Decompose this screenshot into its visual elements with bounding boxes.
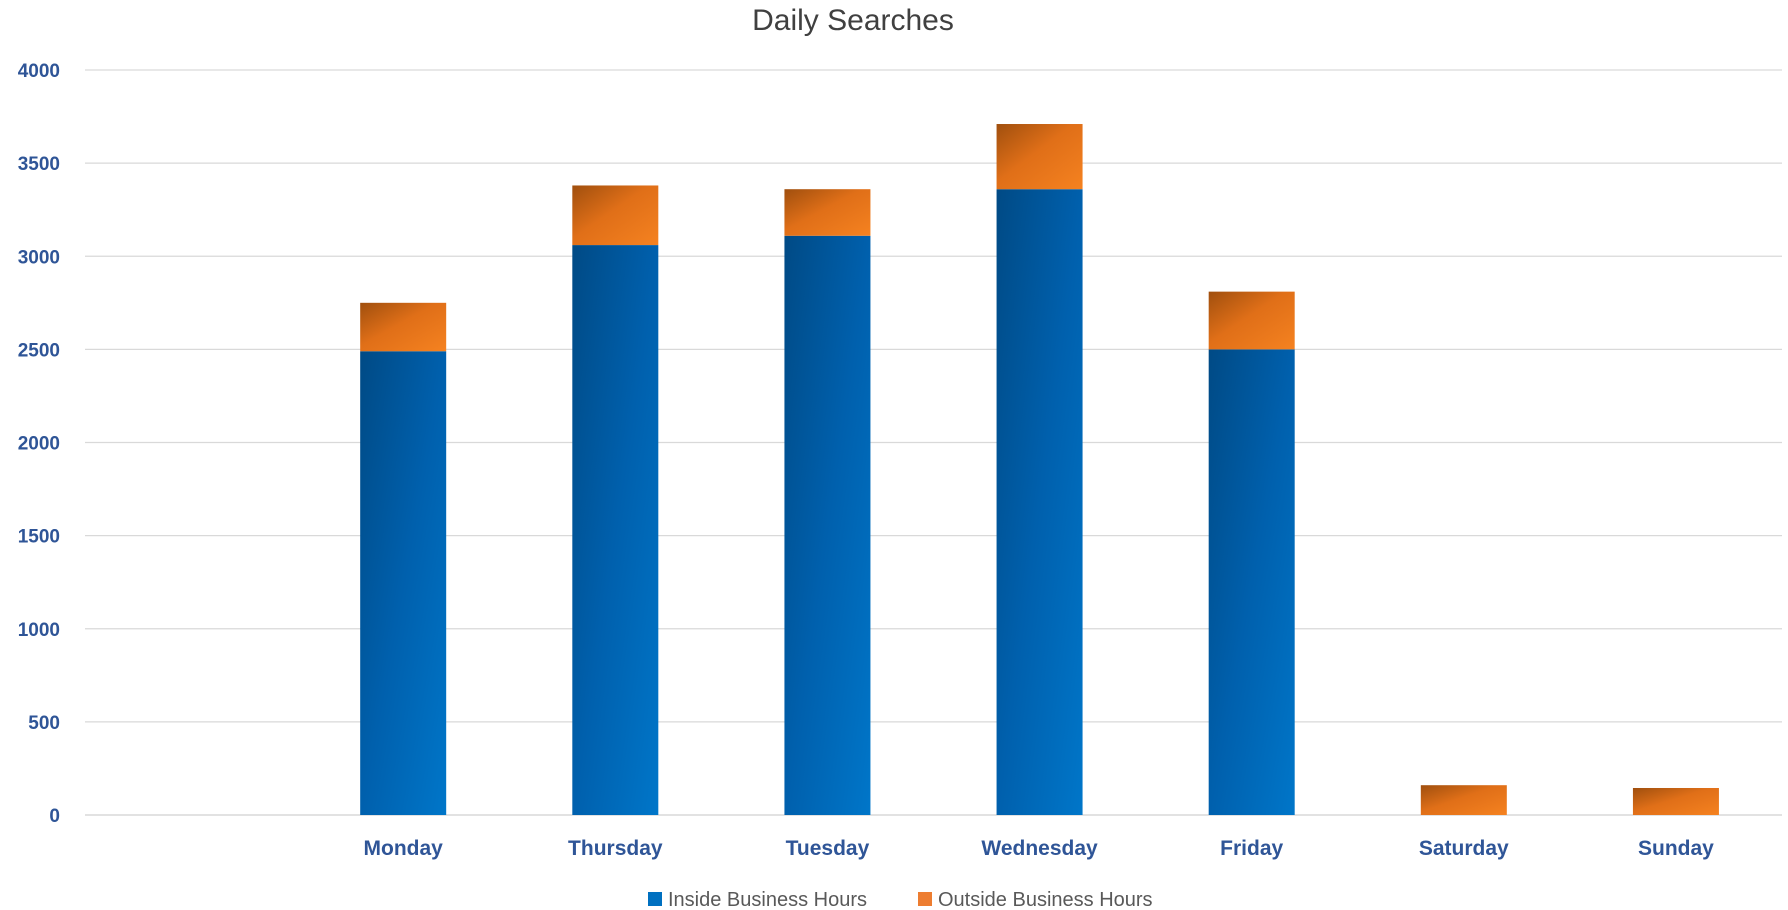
bar-inside-wednesday xyxy=(996,189,1083,815)
bar-outside-thursday xyxy=(572,185,659,246)
y-tick-label: 2500 xyxy=(18,340,60,361)
y-tick-label: 1500 xyxy=(18,527,60,548)
y-tick-label: 1000 xyxy=(18,620,60,641)
chart-title: Daily Searches xyxy=(752,4,954,37)
y-tick-label: 4000 xyxy=(18,61,60,82)
bar-outside-wednesday xyxy=(996,124,1083,190)
bar-inside-thursday xyxy=(572,245,659,815)
y-tick-label: 3000 xyxy=(18,247,60,268)
bar-inside-tuesday xyxy=(784,235,871,815)
bar-outside-tuesday xyxy=(784,189,871,236)
x-tick-label-tuesday: Tuesday xyxy=(786,837,870,860)
x-tick-label-thursday: Thursday xyxy=(568,837,663,860)
x-tick-label-wednesday: Wednesday xyxy=(981,837,1098,860)
bar-inside-monday xyxy=(360,351,447,815)
bar-outside-sunday xyxy=(1632,787,1719,815)
x-tick-label-sunday: Sunday xyxy=(1638,837,1714,860)
bar-inside-friday xyxy=(1208,349,1295,815)
bars xyxy=(360,124,1719,815)
bar-outside-saturday xyxy=(1420,785,1507,815)
y-tick-label: 0 xyxy=(49,806,60,827)
legend-label-outside: Outside Business Hours xyxy=(938,889,1153,910)
y-tick-label: 3500 xyxy=(18,154,60,175)
legend-swatch-outside xyxy=(918,892,932,906)
y-tick-label: 500 xyxy=(28,713,60,734)
gridlines xyxy=(85,69,1782,816)
x-tick-label-saturday: Saturday xyxy=(1419,837,1509,860)
legend-swatch-inside xyxy=(648,892,662,906)
bar-outside-monday xyxy=(360,302,447,352)
x-tick-label-friday: Friday xyxy=(1220,837,1283,860)
x-tick-label-monday: Monday xyxy=(364,837,444,860)
y-axis: 0 500 1000 1500 2000 2500 3000 3500 4000 xyxy=(18,61,60,827)
legend-label-inside: Inside Business Hours xyxy=(668,889,867,910)
x-axis: Monday Thursday Tuesday Wednesday Friday Satu… xyxy=(364,837,1715,860)
bar-outside-friday xyxy=(1208,291,1295,350)
legend: Inside Business Hours Outside Business Ho… xyxy=(648,889,1153,910)
y-tick-label: 2000 xyxy=(18,434,60,455)
